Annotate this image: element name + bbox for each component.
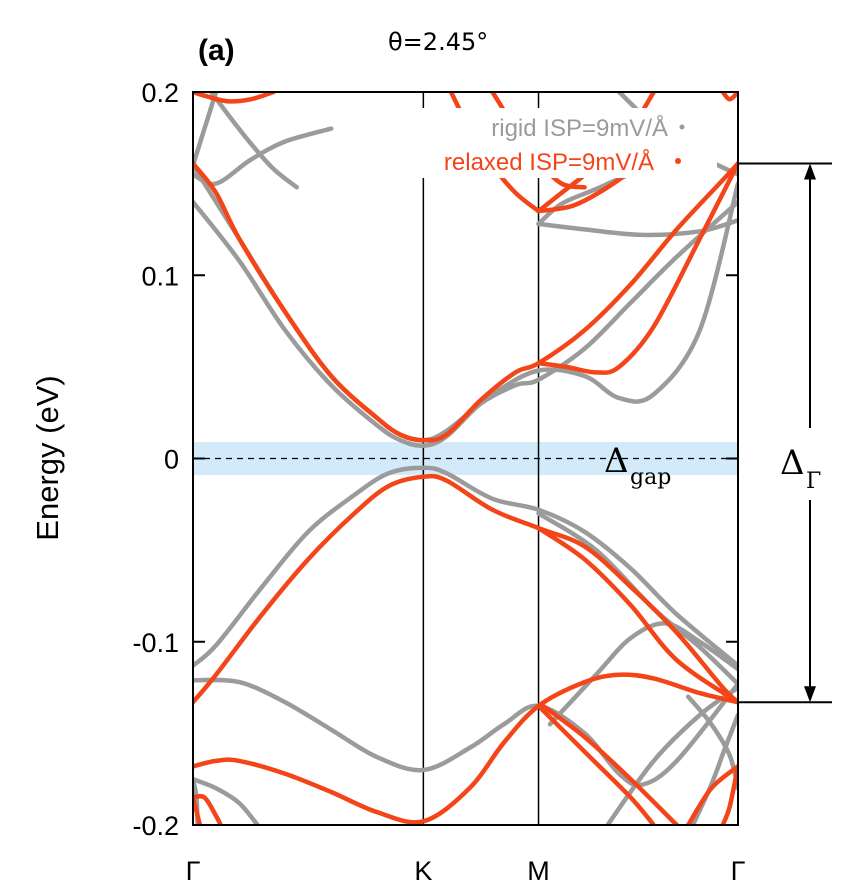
delta-gamma-annotation [738, 162, 832, 704]
y-axis-title: Energy (eV) [30, 375, 65, 540]
relaxed-band-1 [536, 161, 738, 375]
delta-gamma-subscript: Γ [806, 469, 821, 494]
relaxed-band-3 [536, 525, 738, 705]
delta-gap-subscript: gap [630, 465, 671, 490]
y-axis-ticks: 0.2 0.1 0 -0.1 -0.2 [132, 78, 738, 841]
legend-entry-relaxed: relaxed ISP=9mV/Å [444, 148, 654, 176]
rigid-band-3 [193, 465, 738, 668]
relaxed-band-6 [540, 703, 679, 825]
rigid-band-16 [193, 92, 219, 168]
panel-label: (a) [198, 34, 235, 67]
x-tick-label-3: Γ [731, 856, 746, 886]
rigid-band-7 [536, 218, 738, 238]
delta-gap-symbol: Δ [604, 441, 629, 481]
relaxed-band-5 [536, 703, 656, 825]
relaxed-series-bands [193, 92, 738, 825]
relaxed-band-7 [685, 764, 738, 825]
y-tick-label-1: 0.1 [141, 261, 179, 291]
y-tick-label-3: -0.1 [132, 628, 179, 658]
gamma-arrowhead-up [804, 163, 816, 180]
legend-entry-rigid: rigid ISP=9mV/Å [491, 114, 668, 142]
x-tick-label-2: M [527, 856, 550, 886]
relaxed-band-2 [193, 473, 738, 705]
y-tick-label-0: 0.2 [141, 78, 179, 108]
y-tick-label-4: -0.2 [132, 811, 179, 841]
legend-marker-relaxed [675, 158, 681, 164]
chart-title: θ=2.45° [388, 28, 488, 56]
relaxed-band-0 [193, 161, 738, 443]
rigid-band-2 [193, 163, 738, 443]
delta-gamma-symbol: Δ [780, 443, 805, 483]
relaxed-band-15 [193, 92, 276, 104]
relaxed-band-16 [720, 92, 738, 102]
relaxed-band-4 [193, 672, 738, 825]
rigid-band-14 [193, 776, 260, 825]
legend-marker-rigid [679, 124, 685, 130]
relaxed-band-10 [193, 793, 223, 825]
relaxed-band-8 [720, 764, 738, 825]
gamma-arrowhead-down [804, 686, 816, 703]
y-tick-label-2: 0 [164, 445, 179, 475]
x-tick-label-1: K [414, 856, 432, 886]
x-tick-label-0: Γ [186, 856, 201, 886]
rigid-band-15 [209, 92, 299, 190]
rigid-band-4 [193, 677, 738, 788]
legend-background [345, 108, 717, 178]
